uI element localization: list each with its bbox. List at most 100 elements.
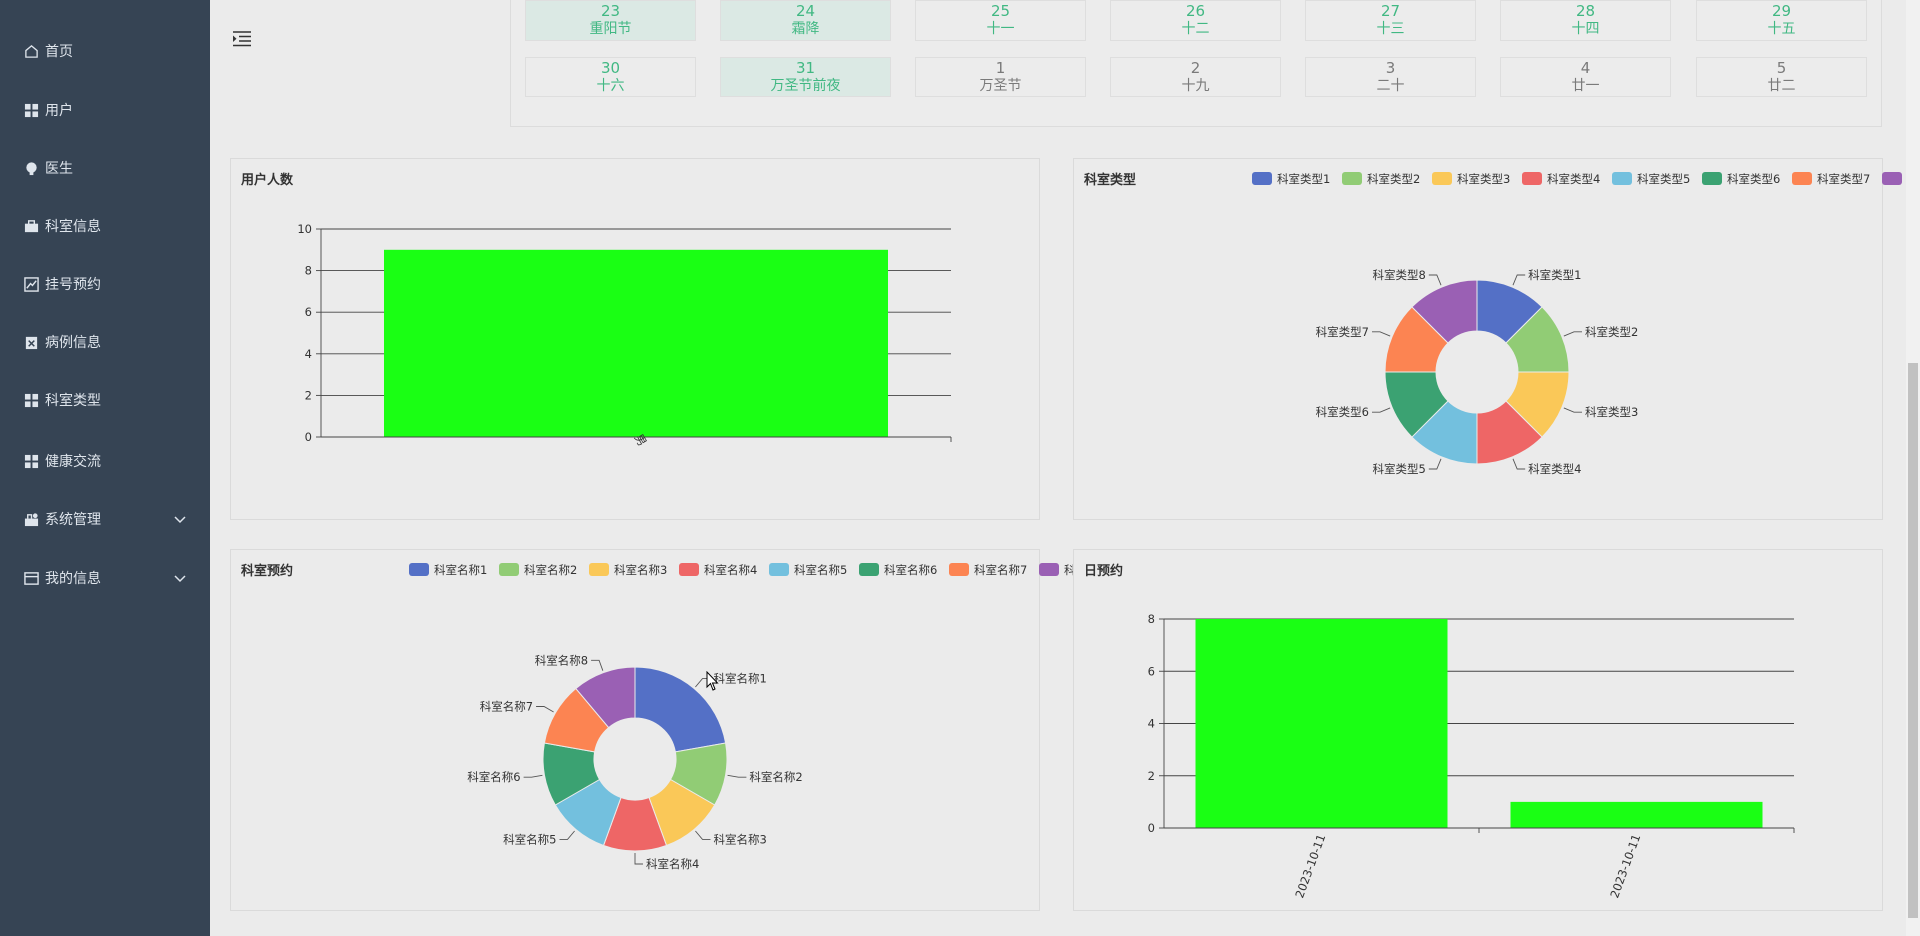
sidebar-item-cases[interactable]: 病例信息 [0, 313, 210, 371]
calendar-day[interactable]: 28 十四 [1500, 0, 1671, 41]
grid-icon [24, 393, 39, 407]
legend-item[interactable]: 科室类型7 [1792, 171, 1870, 187]
calendar-day-number: 31 [795, 59, 816, 77]
calendar-lunar-label: 十五 [1767, 21, 1796, 37]
legend-label: 科室名称1 [434, 563, 488, 577]
legend-item[interactable]: 科室类型4 [1522, 171, 1600, 187]
legend-item[interactable]: 科室名称1 [409, 562, 487, 578]
calendar-day[interactable]: 3 二十 [1305, 57, 1476, 97]
legend-label: 科室名称7 [974, 563, 1028, 577]
calendar-day[interactable]: 26 十二 [1110, 0, 1281, 41]
sidebar-item-doctors[interactable]: 医生 [0, 139, 210, 197]
legend-item[interactable]: 科室名称3 [589, 562, 667, 578]
calendar-day[interactable]: 5 廿二 [1696, 57, 1867, 97]
pie-label: 科室类型1 [1528, 268, 1581, 282]
calendar-day[interactable]: 23 重阳节 [525, 0, 696, 41]
legend-label: 科室名称2 [524, 563, 578, 577]
scrollbar-thumb[interactable] [1908, 363, 1918, 918]
sidebar-item-dept-types[interactable]: 科室类型 [0, 371, 210, 429]
pie-label: 科室类型6 [1316, 405, 1369, 419]
calendar-day-number: 26 [1185, 2, 1206, 20]
legend-item[interactable]: 科室类型5 [1612, 171, 1690, 187]
legend-item[interactable]: 科室名称2 [499, 562, 577, 578]
pie-label: 科室类型7 [1316, 325, 1369, 339]
y-tick-label: 0 [1148, 821, 1155, 835]
calendar-lunar-label: 十一 [986, 21, 1015, 37]
calendar-day-number: 3 [1385, 59, 1396, 77]
calendar-day[interactable]: 25 十一 [915, 0, 1086, 41]
dept-types-chart-card: 科室类型 科室类型1 科室类型2 科室类型3 科室类型4 科室类型5 科室类型6 科室类型7… [1073, 158, 1920, 520]
sidebar-item-my-info[interactable]: 我的信息 [0, 549, 210, 607]
chart-bar [1195, 619, 1448, 828]
pie-label-line [1428, 274, 1442, 286]
calendar-day[interactable]: 30 十六 [525, 57, 696, 97]
legend-label: 科室类型3 [1457, 172, 1511, 186]
pie-label: 科室名称4 [646, 857, 699, 871]
legend-item[interactable]: 科室类型1 [1252, 171, 1330, 187]
page-scrollbar[interactable] [1906, 0, 1920, 936]
sidebar: 首页 用户 医生 科室信息 挂号预约 病例信息 科室类型 健康交流 系统管理 我… [0, 0, 210, 936]
calendar-day-number: 24 [795, 2, 816, 20]
pie-label-line [634, 853, 643, 865]
sidebar-item-label: 科室信息 [45, 219, 101, 235]
legend-swatch [1252, 172, 1272, 185]
legend-swatch [589, 563, 609, 576]
sidebar-item-dept-info[interactable]: 科室信息 [0, 197, 210, 255]
legend-item[interactable]: 科室名称4 [679, 562, 757, 578]
sidebar-item-label: 挂号预约 [45, 277, 101, 293]
pie-label: 科室名称5 [503, 832, 556, 846]
sidebar-item-appointment[interactable]: 挂号预约 [0, 255, 210, 313]
x-tick-label: 2023-10-11 [1292, 832, 1328, 900]
chevron-down-icon [174, 516, 186, 524]
sidebar-item-health-exchange[interactable]: 健康交流 [0, 432, 210, 490]
sidebar-item-users[interactable]: 用户 [0, 81, 210, 139]
sidebar-item-label: 首页 [45, 44, 73, 60]
calendar-lunar-label: 万圣节 [979, 78, 1022, 94]
calendar-day[interactable]: 31 万圣节前夜 [720, 57, 891, 97]
legend-swatch [1342, 172, 1362, 185]
calendar-day-number: 2 [1190, 59, 1201, 77]
calendar-lunar-label: 十三 [1376, 21, 1405, 37]
legend-swatch [499, 563, 519, 576]
calendar-lunar-label: 十二 [1181, 21, 1210, 37]
calendar-day[interactable]: 29 十五 [1696, 0, 1867, 41]
calendar-lunar-label: 十九 [1181, 78, 1210, 94]
y-tick-label: 6 [1148, 664, 1155, 678]
calendar-lunar-label: 十四 [1571, 21, 1600, 37]
calendar-day[interactable]: 1 万圣节 [915, 57, 1086, 97]
legend-item[interactable]: 科室名称7 [949, 562, 1027, 578]
menu-toggle-icon[interactable] [232, 29, 252, 49]
legend-item[interactable]: 科室名称6 [859, 562, 937, 578]
legend-item[interactable]: 科室类型3 [1432, 171, 1510, 187]
sidebar-item-home[interactable]: 首页 [0, 22, 210, 80]
calendar-day[interactable]: 27 十三 [1305, 0, 1476, 41]
calendar-day-number: 29 [1771, 2, 1792, 20]
calendar-day[interactable]: 4 廿一 [1500, 57, 1671, 97]
sidebar-item-system[interactable]: 系统管理 [0, 490, 210, 548]
chart-icon [24, 276, 39, 292]
calendar-day-number: 30 [600, 59, 621, 77]
calendar-day[interactable]: 2 十九 [1110, 57, 1281, 97]
legend-item[interactable]: 科室类型2 [1342, 171, 1420, 187]
pie-slice [1411, 279, 1478, 344]
pie-label: 科室类型4 [1528, 462, 1581, 476]
sidebar-item-label: 用户 [45, 103, 73, 119]
card-title: 用户人数 [241, 173, 294, 188]
legend-label: 科室类型4 [1547, 172, 1601, 186]
legend-item[interactable]: 科室名称5 [769, 562, 847, 578]
calendar-day[interactable]: 24 霜降 [720, 0, 891, 41]
daily-appointments-chart-card: 日预约 0 2 4 6 8 2023-10-11 2023-10-11 [1073, 549, 1883, 911]
pie-label-line [591, 659, 604, 671]
calendar-lunar-label: 廿一 [1571, 78, 1600, 94]
legend-swatch [859, 563, 879, 576]
legend-item[interactable]: 科室类型6 [1702, 171, 1780, 187]
legend-swatch [409, 563, 429, 576]
card-title: 科室预约 [241, 564, 294, 579]
dept-appointments-chart-card: 科室预约 科室名称1 科室名称2 科室名称3 科室名称4 科室名称5 科室名称6 科室名称7… [230, 549, 1117, 911]
pie-label: 科室名称6 [467, 770, 520, 784]
pie-label-line [695, 830, 711, 840]
y-tick-label: 2 [1148, 769, 1155, 783]
pie-label-line [559, 830, 575, 840]
settings-icon [24, 512, 39, 526]
chart-bar [1510, 801, 1763, 828]
